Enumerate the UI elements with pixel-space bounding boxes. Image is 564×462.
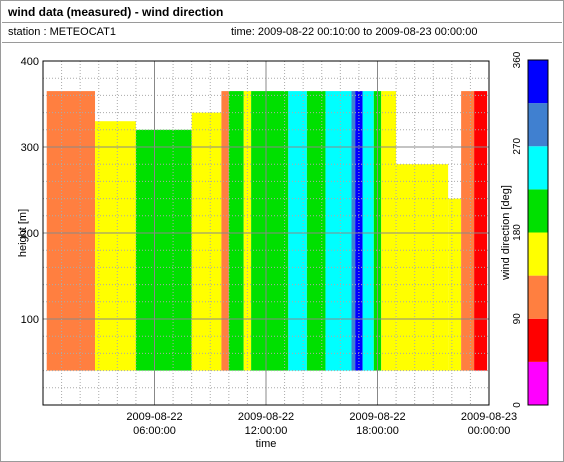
colorbar-tick-label: 0 [512,402,523,408]
heat-cell-19 [474,91,488,371]
info-bar: station : METEOCAT1 time: 2009-08-22 00:… [2,23,562,43]
x-tick-label: 2009-08-22 [238,411,294,423]
x-tick-label: 12:00:00 [245,425,288,437]
heat-cell-12 [355,91,363,371]
heat-cell-9 [306,91,326,371]
colorbar-tick-label: 90 [512,313,523,325]
colorbar-border [527,59,549,406]
x-tick-label: 18:00:00 [356,425,399,437]
colorbar-bin-4 [528,189,548,233]
heat-cell-5 [228,91,244,371]
colorbar-bin-3 [528,232,548,276]
heat-cell-8 [288,91,307,371]
y-axis-label: height [m] [17,209,29,257]
time-range-label: time: 2009-08-22 00:10:00 to 2009-08-23 … [231,26,478,38]
heat-cell-3 [191,112,222,371]
colorbar-bin-2 [528,275,548,319]
plot-border [42,60,490,406]
x-tick-label: 06:00:00 [133,425,176,437]
x-axis-label: time [256,438,277,450]
x-tick-label: 00:00:00 [468,425,511,437]
heat-cell-13 [362,91,374,371]
heat-cell-1 [95,121,136,371]
colorbar-tick-label: 180 [512,224,523,241]
heat-cell-11 [351,91,356,371]
title-bar: wind data (measured) - wind direction [2,2,562,23]
heat-cell-6 [243,91,252,371]
chart-title: wind data (measured) - wind direction [8,5,224,19]
colorbar-bin-6 [528,103,548,147]
colorbar-tick-label: 360 [512,51,523,68]
x-tick-label: 2009-08-22 [349,411,405,423]
heat-cell-4 [221,91,229,371]
colorbar-bin-5 [528,146,548,190]
station-label: station : METEOCAT1 [8,26,116,38]
colorbar-bin-0 [528,361,548,405]
colorbar-tick-label: 270 [512,137,523,154]
heat-cell-10 [325,91,352,371]
heat-cell-0 [46,91,96,371]
x-tick-label: 2009-08-23 [461,411,517,423]
heat-cell-7 [251,91,289,371]
colorbar-bin-7 [528,60,548,104]
y-tick-label: 200 [21,228,39,240]
colorbar-label: wind direction [deg] [500,185,512,281]
heat-cell-18 [461,91,475,371]
y-tick-label: 400 [21,56,39,68]
y-tick-label: 300 [21,142,39,154]
heat-cell-15 [381,91,397,371]
colorbar-bin-1 [528,318,548,362]
y-tick-label: 100 [21,314,39,326]
x-tick-label: 2009-08-22 [126,411,182,423]
